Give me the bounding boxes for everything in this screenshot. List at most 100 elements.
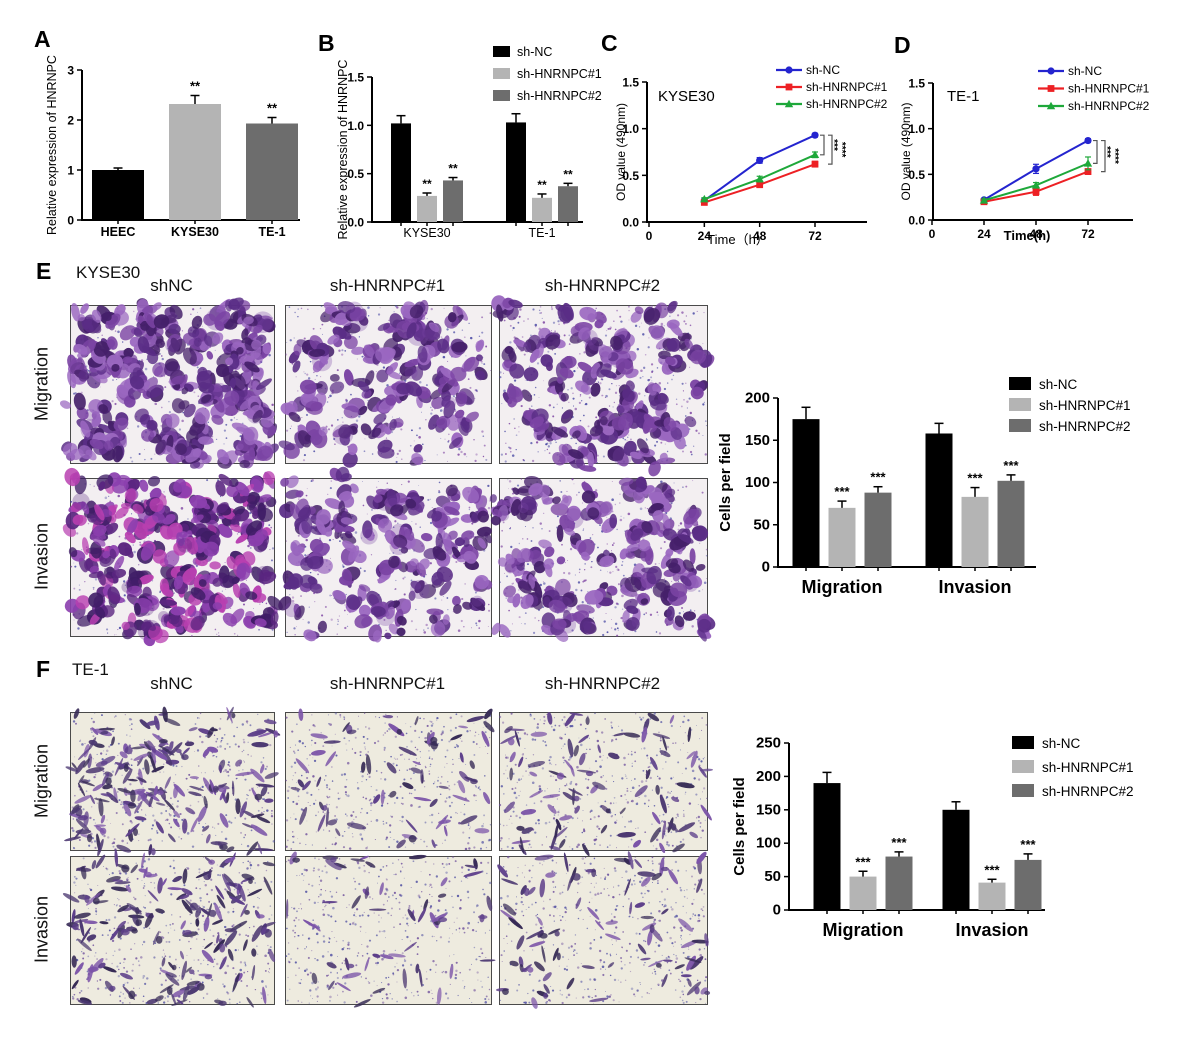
svg-text:0.0: 0.0 [908,214,925,228]
svg-text:OD value (490nm): OD value (490nm) [899,102,913,200]
micrograph-e-migration-shnc [59,297,279,469]
svg-text:sh-HNRNPC#2: sh-HNRNPC#2 [517,89,602,103]
svg-text:0: 0 [929,227,936,241]
svg-text:****: **** [1109,148,1120,164]
svg-text:**: ** [537,178,547,192]
svg-text:TE-1: TE-1 [528,226,555,240]
svg-text:sh-NC: sh-NC [1039,377,1078,392]
svg-text:***: *** [1003,458,1019,473]
svg-text:sh-HNRNPC#1: sh-HNRNPC#1 [517,67,602,81]
svg-text:Cells per field: Cells per field [717,433,734,531]
svg-text:2: 2 [67,114,74,128]
micrograph-f-migration-sh-hnrnpc1 [285,708,495,851]
svg-text:72: 72 [808,229,822,243]
svg-text:1: 1 [67,164,74,178]
svg-text:3: 3 [67,64,74,78]
svg-text:****: **** [836,142,847,158]
svg-text:sh-NC: sh-NC [1068,64,1102,78]
micrograph-e-invasion-shnc [62,467,283,647]
panel-f-row-invasion: Invasion [31,895,52,964]
svg-text:Relative expression of HNRNPC: Relative expression of HNRNPC [336,60,350,240]
panel-e-col-sh-hnrnpc1: sh-HNRNPC#1 [329,276,446,295]
chart-c-cck8-kyse30: 0.0 0.5 1.0 1.5 0 24 48 72 KYSE30 sh-NC sh-HNRNPC#… [614,63,888,247]
svg-text:0.0: 0.0 [622,216,639,230]
micrograph-e-migration-sh-hnrnpc1 [278,299,492,468]
svg-text:***: *** [1101,146,1112,158]
svg-text:1.0: 1.0 [347,119,364,133]
svg-text:48: 48 [753,229,767,243]
panel-f-col-sh-hnrnpc1: sh-HNRNPC#1 [329,674,446,693]
svg-text:0.5: 0.5 [908,168,925,182]
svg-text:0.5: 0.5 [622,169,639,183]
panel-f-col-shnc: shNC [150,674,193,693]
svg-text:sh-HNRNPC#1: sh-HNRNPC#1 [806,80,888,94]
svg-text:sh-NC: sh-NC [806,63,840,77]
panel-label-e: E [36,258,52,284]
svg-text:1.0: 1.0 [622,122,639,136]
svg-text:1.5: 1.5 [622,76,639,90]
panel-f-title: TE-1 [72,660,109,679]
svg-text:Relative expression of HNRNPC: Relative expression of HNRNPC [45,55,59,235]
svg-text:Time(h): Time(h) [1004,228,1051,243]
micrograph-e-invasion-sh-hnrnpc2 [490,475,716,642]
svg-text:sh-HNRNPC#1: sh-HNRNPC#1 [1039,398,1131,413]
svg-text:50: 50 [753,516,770,533]
micrograph-f-migration-shnc [64,706,281,857]
svg-text:TE-1: TE-1 [258,225,285,239]
svg-text:sh-NC: sh-NC [517,45,552,59]
svg-text:sh-HNRNPC#2: sh-HNRNPC#2 [1068,99,1150,113]
svg-text:1.5: 1.5 [908,77,925,91]
svg-text:**: ** [267,101,278,116]
chart-b-knockdown-expression: 0.0 0.5 1.0 1.5 ** ** ** ** KYSE30 TE-1 Relative e… [336,45,602,240]
panel-label-b: B [318,30,335,56]
svg-text:***: *** [967,471,983,486]
svg-text:1.5: 1.5 [347,71,364,85]
svg-text:24: 24 [698,229,712,243]
panel-label-d: D [894,32,911,58]
svg-text:Time（h）: Time（h） [707,232,769,247]
micrograph-f-migration-sh-hnrnpc2 [498,711,714,857]
svg-text:0.0: 0.0 [347,216,364,230]
svg-text:1.0: 1.0 [908,122,925,136]
panel-f-col-sh-hnrnpc2: sh-HNRNPC#2 [544,674,661,693]
micrograph-f-invasion-sh-hnrnpc1 [285,851,496,1008]
svg-text:OD value (490nm): OD value (490nm) [614,103,628,201]
svg-text:0.5: 0.5 [347,167,364,181]
svg-text:24: 24 [977,227,991,241]
svg-text:72: 72 [1081,227,1095,241]
panel-e-col-sh-hnrnpc2: sh-HNRNPC#2 [544,276,661,295]
svg-text:**: ** [448,162,458,176]
svg-text:HEEC: HEEC [101,225,136,239]
svg-text:***: *** [828,139,839,151]
panel-e-row-migration: Migration [31,346,52,421]
svg-text:sh-HNRNPC#2: sh-HNRNPC#2 [1039,419,1131,434]
chart-d-cck8-te1: 0.0 0.5 1.0 1.5 0 24 48 72 TE-1 sh-NC sh-HNRNPC#1 s… [899,64,1150,243]
panel-e-title: KYSE30 [76,263,141,282]
svg-text:sh-HNRNPC#2: sh-HNRNPC#2 [806,97,888,111]
svg-text:***: *** [870,470,886,485]
svg-text:KYSE30: KYSE30 [171,225,219,239]
svg-text:200: 200 [745,390,770,407]
panel-f-row-migration: Migration [31,743,52,818]
svg-text:Migration: Migration [802,577,883,597]
svg-text:**: ** [422,177,432,191]
micrograph-f-invasion-sh-hnrnpc2 [495,851,711,1009]
svg-text:KYSE30: KYSE30 [403,226,450,240]
svg-text:100: 100 [745,474,770,491]
micrograph-e-invasion-sh-hnrnpc1 [278,466,497,643]
svg-text:Invasion: Invasion [938,577,1011,597]
panel-e-row-invasion: Invasion [31,522,52,591]
svg-text:0: 0 [762,559,770,576]
svg-text:sh-HNRNPC#1: sh-HNRNPC#1 [1068,82,1150,96]
svg-text:0: 0 [646,229,653,243]
svg-text:KYSE30: KYSE30 [658,88,715,105]
panel-label-a: A [34,26,51,52]
svg-text:150: 150 [745,432,770,449]
panel-label-f: F [36,656,51,682]
chart-e-cells-per-field: 0 50 100 150 200 *** *** *** *** Migration Invasio… [717,377,1131,597]
panel-label-c: C [601,30,618,56]
svg-text:TE-1: TE-1 [947,88,980,105]
svg-text:**: ** [190,79,201,94]
